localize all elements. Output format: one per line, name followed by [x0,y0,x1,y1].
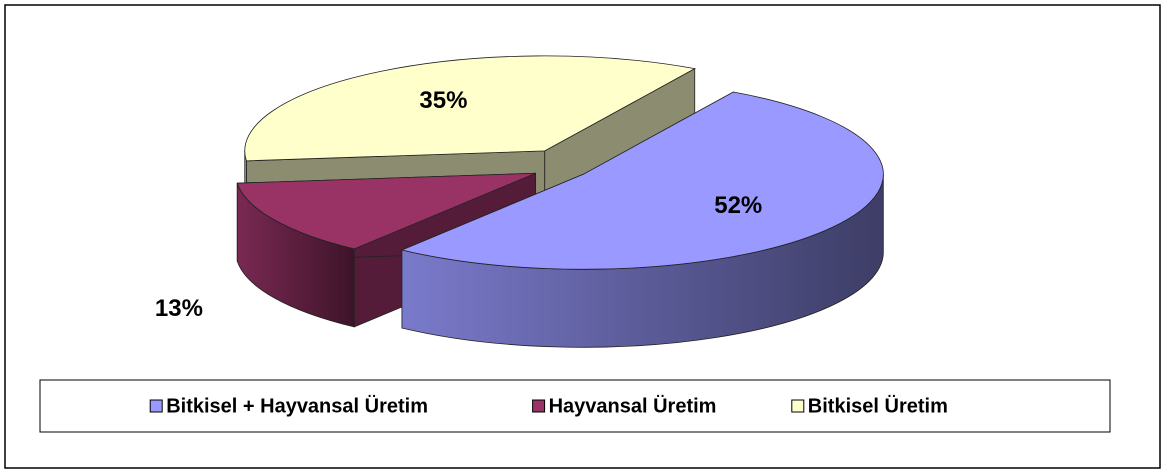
legend-swatch [791,399,805,413]
legend-label: Bitkisel Üretim [808,394,948,417]
legend-label: Hayvansal Üretim [549,394,717,417]
value-label: 35% [419,87,467,114]
legend-swatch [532,399,546,413]
legend-box [39,379,1111,433]
slice-top [244,55,696,162]
slice-top [236,172,536,250]
value-label: 52% [714,192,762,219]
slice-top [400,91,884,270]
legend-label: Bitkisel + Hayvansal Üretim [166,394,428,417]
value-label: 13% [155,295,203,322]
legend-swatch [149,399,163,413]
